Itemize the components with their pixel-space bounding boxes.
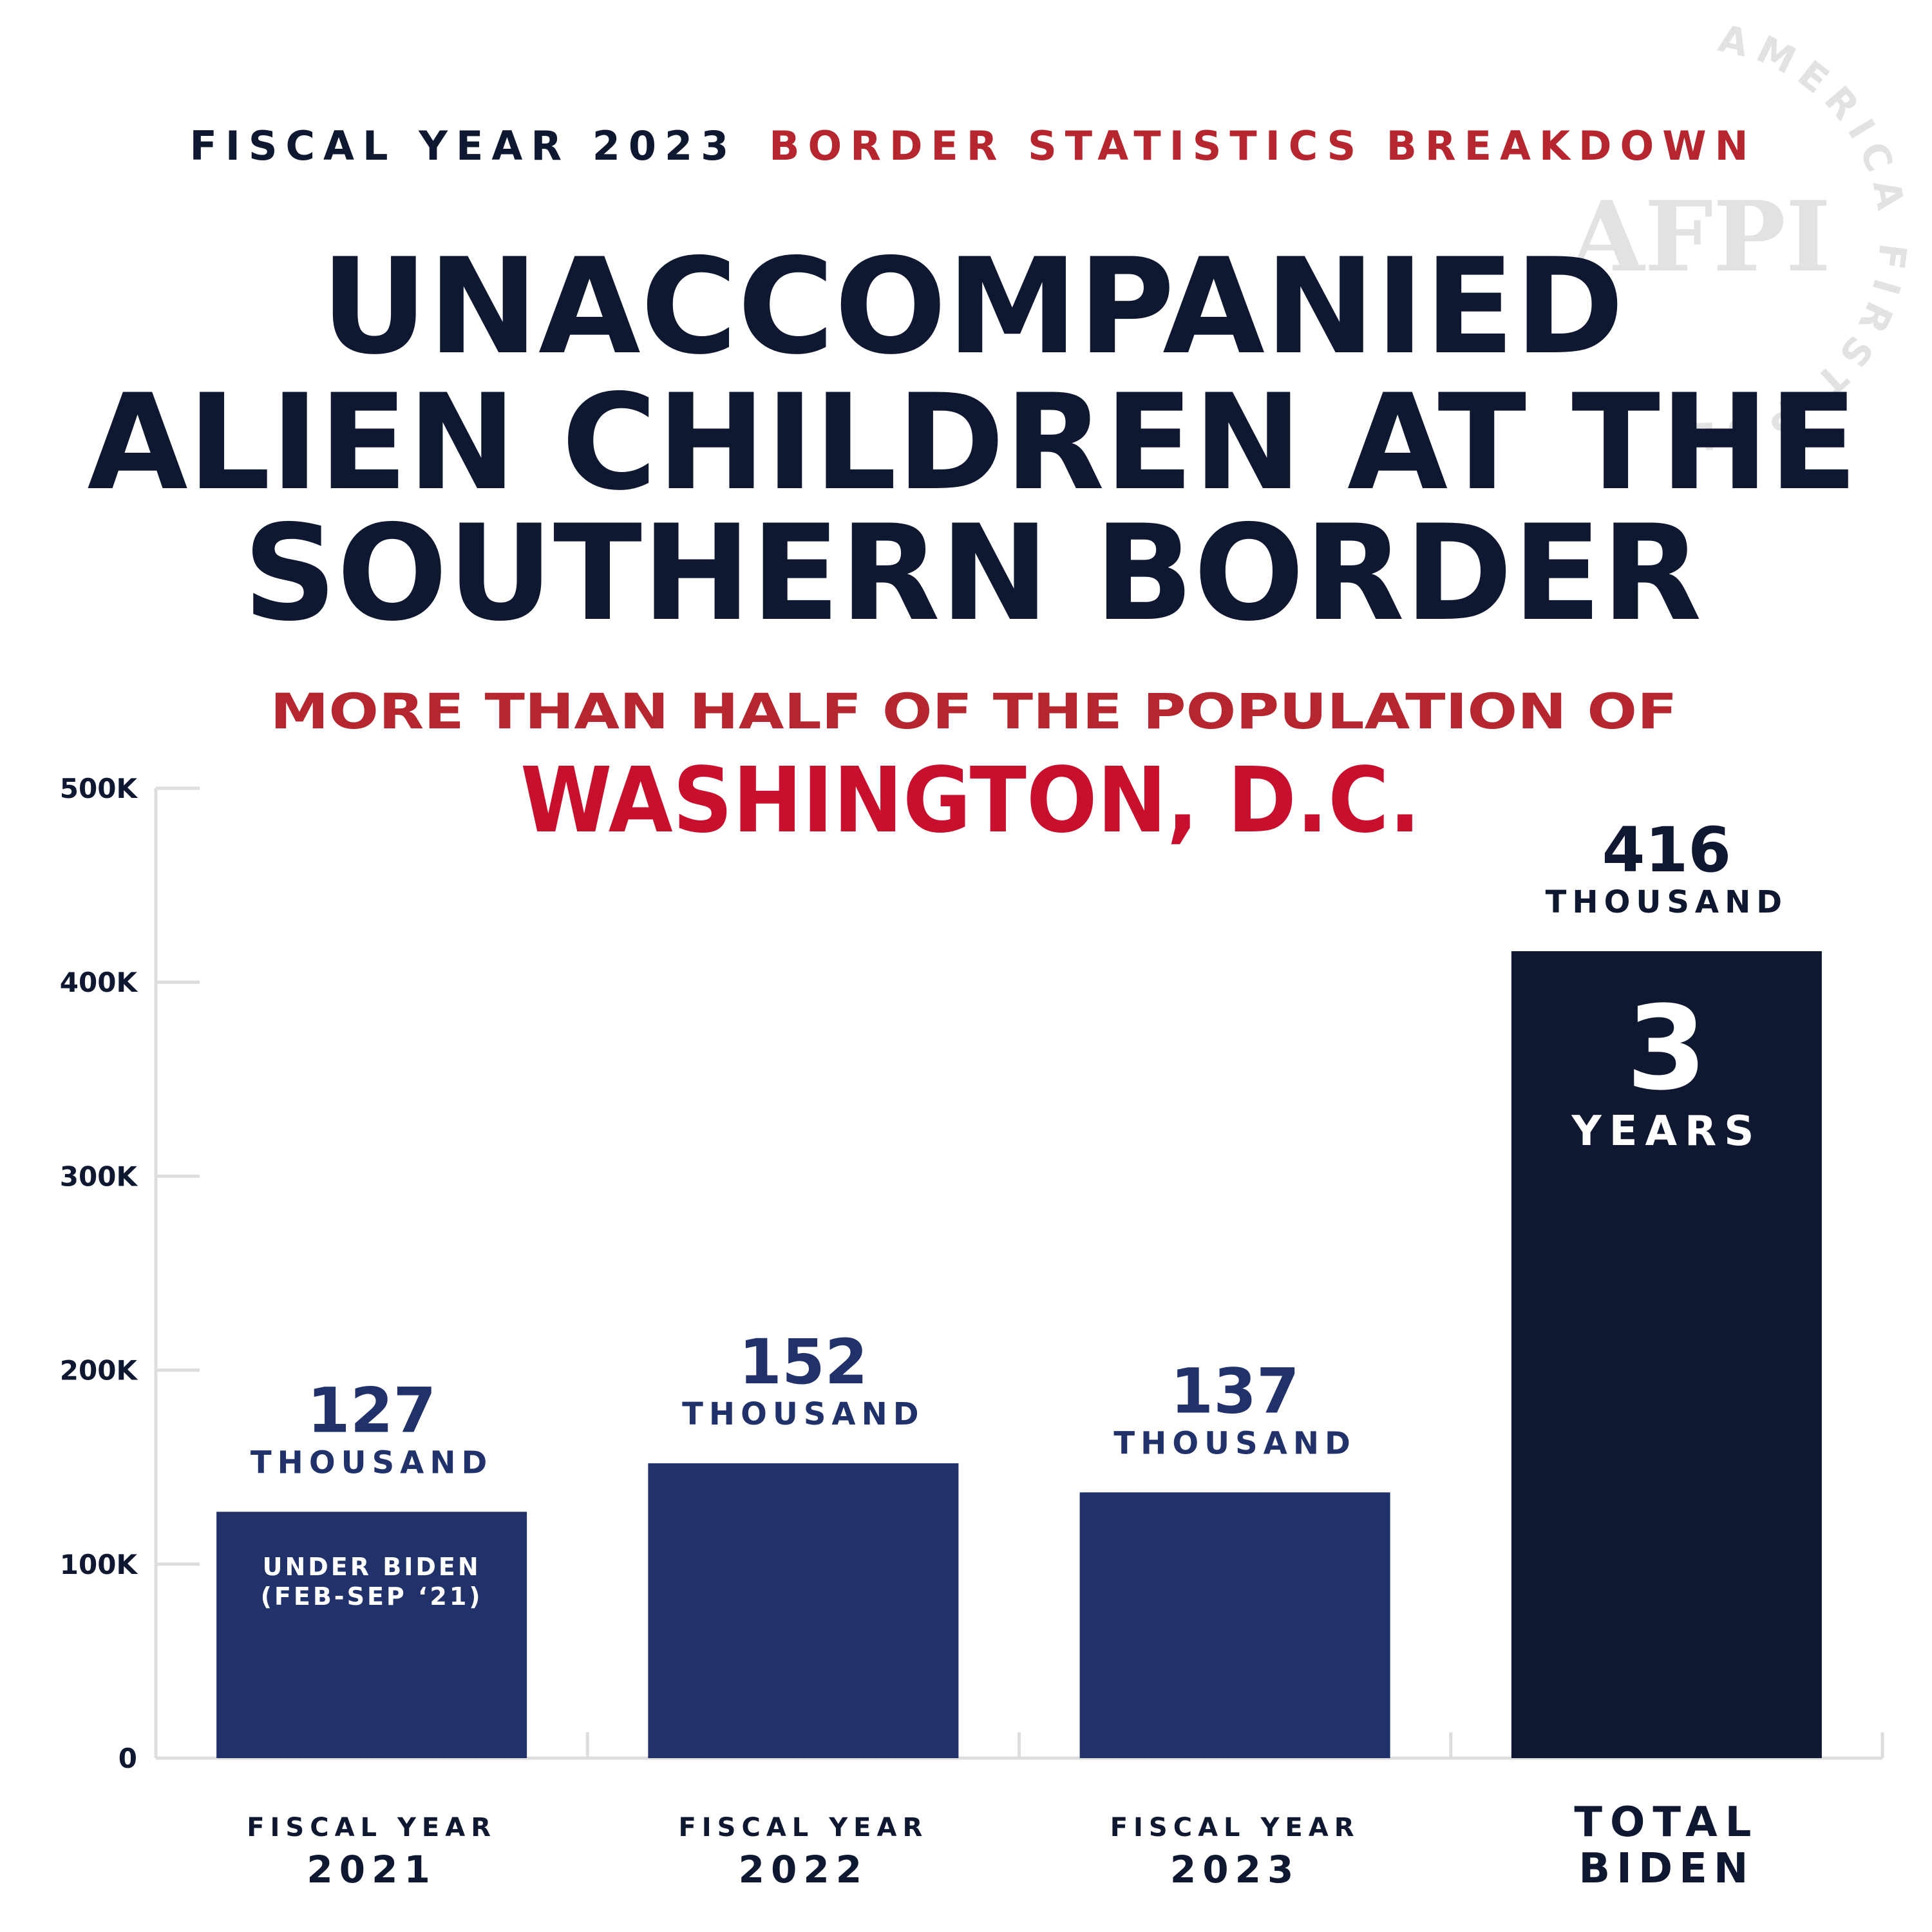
y-tick-label: 0 (118, 1743, 137, 1774)
x-tick-label: 2023 (1170, 1848, 1300, 1891)
title-line: UNACCOMPANIED (321, 231, 1624, 384)
header: FISCAL YEAR 2023 BORDER STATISTICS BREAKD… (189, 122, 1756, 169)
x-tick-label: 2021 (307, 1848, 436, 1891)
value-label: 416 (1602, 814, 1731, 886)
bar-note: (FEB-SEP ‘21) (261, 1582, 483, 1611)
bar (216, 1511, 527, 1758)
x-tick-label: BIDEN (1578, 1845, 1754, 1893)
title-line: SOUTHERN BORDER (243, 497, 1702, 650)
value-label-unit: THOUSAND (251, 1444, 493, 1481)
y-tick-label: 100K (60, 1549, 138, 1580)
bar (648, 1463, 959, 1758)
value-label: 137 (1170, 1355, 1299, 1427)
title-line: ALIEN CHILDREN AT THE (88, 366, 1858, 520)
bar-note: UNDER BIDEN (263, 1553, 481, 1581)
x-tick-label: TOTAL (1574, 1799, 1759, 1846)
subtitle-emphasis: WASHINGTON, D.C. (520, 748, 1421, 853)
value-label: 127 (307, 1374, 436, 1446)
bar-note: YEARS (1571, 1108, 1761, 1155)
x-tick-label: FISCAL YEAR (247, 1813, 497, 1842)
bar (1079, 1492, 1390, 1758)
header-left: FISCAL YEAR 2023 (189, 122, 737, 169)
subtitle: MORE THAN HALF OF THE POPULATION OF (270, 683, 1678, 740)
value-label-unit: THOUSAND (1113, 1425, 1356, 1461)
y-tick-label: 300K (60, 1160, 138, 1192)
x-tick-label: FISCAL YEAR (678, 1813, 928, 1842)
bar-note: 3 (1626, 981, 1707, 1116)
header-right: BORDER STATISTICS BREAKDOWN (769, 122, 1756, 169)
value-label-unit: THOUSAND (1546, 884, 1788, 920)
y-tick-label: 400K (60, 967, 138, 998)
bar (1511, 951, 1822, 1758)
watermark-logo: AFPI (1568, 180, 1831, 294)
value-label: 152 (739, 1326, 867, 1398)
y-tick-label: 200K (60, 1355, 138, 1387)
value-label-unit: THOUSAND (682, 1396, 924, 1432)
x-tick-label: 2022 (739, 1848, 868, 1891)
x-tick-label: FISCAL YEAR (1110, 1813, 1360, 1842)
y-tick-label: 500K (60, 773, 138, 804)
